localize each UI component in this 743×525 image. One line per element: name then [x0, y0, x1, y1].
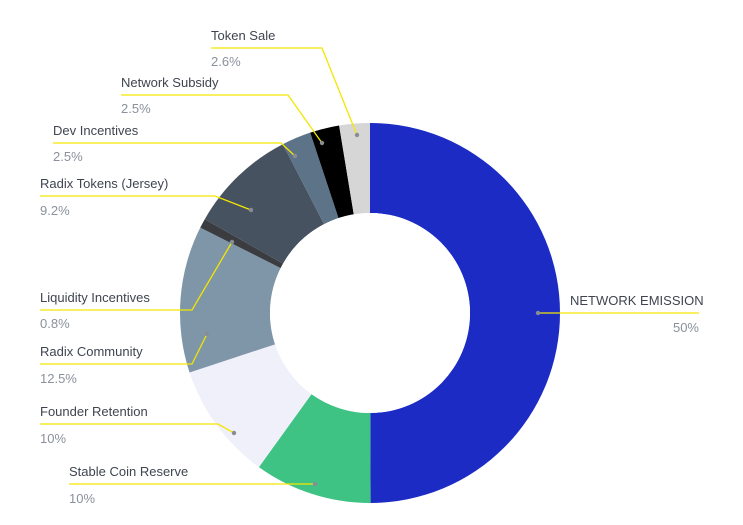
chart-slices — [179, 123, 561, 503]
leader-dot-token-sale — [354, 132, 360, 138]
slice-labels: NETWORK EMISSION 50% Stable Coin Reserve 10… — [40, 28, 704, 506]
leader-dot-dev-incentives — [292, 153, 298, 159]
slice-label-radix-community: Radix Community — [40, 344, 143, 359]
leader-line-token-sale — [211, 47, 358, 136]
slice-value-radix-tokens-jersey: 9.2% — [40, 203, 70, 218]
slice-label-liquidity-incentives: Liquidity Incentives — [40, 290, 150, 305]
slice-label-stable-coin-reserve: Stable Coin Reserve — [69, 464, 188, 479]
donut-center-hole — [270, 213, 470, 413]
leader-line-dev-incentives — [53, 142, 296, 157]
slice-label-token-sale: Token Sale — [211, 28, 275, 43]
leader-dot-radix-community — [204, 331, 210, 337]
slice-value-network-subsidy: 2.5% — [121, 101, 151, 116]
slice-value-token-sale: 2.6% — [211, 54, 241, 69]
leader-dot-liquidity-incentives — [229, 239, 235, 245]
slice-founder-retention[interactable] — [189, 344, 312, 468]
slice-label-network-subsidy: Network Subsidy — [121, 75, 219, 90]
leader-dot-radix-tokens-jersey — [248, 207, 254, 213]
slice-radix-tokens-jersey[interactable] — [204, 144, 325, 264]
leader-line-radix-tokens-jersey — [40, 195, 252, 211]
slice-network-subsidy[interactable] — [310, 125, 354, 219]
slice-value-liquidity-incentives: 0.8% — [40, 316, 70, 331]
slice-label-founder-retention: Founder Retention — [40, 404, 148, 419]
slice-value-founder-retention: 10% — [40, 431, 66, 446]
slice-value-radix-community: 12.5% — [40, 371, 77, 386]
leader-dot-founder-retention — [231, 430, 237, 436]
leader-line-network-subsidy — [121, 94, 323, 144]
slice-label-dev-incentives: Dev Incentives — [53, 123, 139, 138]
leader-line-founder-retention — [40, 423, 235, 434]
slice-liquidity-incentives[interactable] — [200, 219, 284, 269]
leader-line-radix-community — [40, 333, 208, 365]
label-leader-lines — [40, 47, 699, 487]
slice-value-network-emission: 50% — [673, 320, 699, 335]
leader-line-liquidity-incentives — [40, 241, 233, 311]
leader-dot-stable-coin-reserve — [312, 481, 318, 487]
leader-dot-network-emission — [535, 310, 541, 316]
slice-stable-coin-reserve[interactable] — [258, 394, 371, 503]
leader-dot-network-subsidy — [319, 140, 325, 146]
slice-label-radix-tokens-jersey: Radix Tokens (Jersey) — [40, 176, 168, 191]
slice-network-emission[interactable] — [370, 123, 561, 503]
slice-value-dev-incentives: 2.5% — [53, 149, 83, 164]
slice-label-network-emission: NETWORK EMISSION — [570, 293, 704, 308]
slice-value-stable-coin-reserve: 10% — [69, 491, 95, 506]
slice-token-sale[interactable] — [339, 123, 370, 215]
